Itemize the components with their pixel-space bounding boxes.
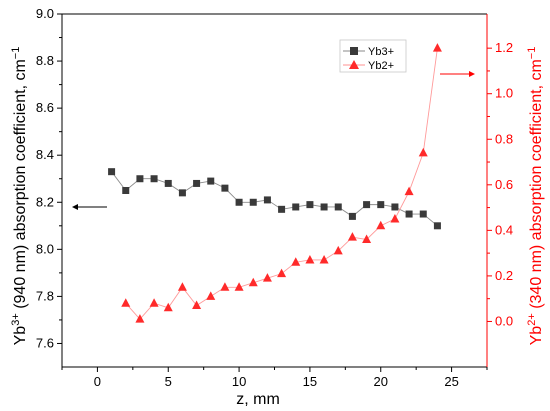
x-axis-title: z, mm [236,391,280,408]
x-tick-label: 25 [444,374,458,389]
series-line [111,171,438,227]
data-point [432,43,442,52]
data-point [291,257,301,266]
legend-marker-yb2 [349,60,359,69]
data-point [419,210,427,218]
series-yb2 [121,43,442,323]
data-point [278,205,286,213]
y-right-axis-title: Yb2+ (340 nm) absorption coefficient, cm… [526,47,545,346]
data-point [334,203,342,211]
data-point [249,198,257,206]
data-point [376,220,386,230]
y-left-title-unit-sup: −1 [10,47,22,60]
y-left-axis-title: Yb3+ (940 nm) absorption coefficient, cm… [10,47,29,346]
data-point [234,282,244,291]
data-point [433,222,441,230]
y-right-tick-label: 1.2 [495,40,513,55]
y-left-tick-label: 8.2 [36,194,54,209]
y-left-title-base: Yb [12,326,29,346]
y-left-tick-label: 7.8 [36,288,54,303]
data-point [263,196,271,204]
data-point [178,189,186,197]
data-point [192,300,202,310]
y-left-tick-label: 7.6 [36,335,54,350]
legend-label-yb3: Yb3+ [368,46,394,58]
y-right-title-base: Yb [528,326,545,346]
data-point [390,213,400,223]
data-point [391,203,399,211]
y-left-title-sup: 3+ [10,313,22,326]
data-point [122,187,130,194]
y-left-tick-label: 8.8 [36,53,54,68]
left-axis-arrowhead [72,203,78,210]
y-right-title-rest: (340 nm) absorption coefficient, cm [528,59,545,313]
data-point [305,254,315,264]
data-point [108,168,116,176]
data-point [363,201,371,209]
data-point [277,268,287,278]
data-point [136,175,144,183]
data-point [135,314,145,323]
x-tick-label: 20 [374,374,388,389]
data-point [163,302,173,312]
y-right-tick-label: 1.0 [495,86,513,101]
data-point [306,201,314,209]
right-axis-arrowhead [469,71,475,77]
data-point [177,282,187,291]
x-tick-label: 5 [165,374,172,389]
y-right-axis: 0.0 0.2 0.4 0.6 0.8 1.0 1.2 [486,14,513,367]
data-point [150,175,158,183]
y-left-tick-label: 8.0 [36,241,54,256]
series-layer [108,43,442,323]
y-right-tick-label: 0.6 [495,177,513,192]
y-left-axis: 7.6 7.8 8.0 8.2 8.4 8.6 8.8 9.0 [36,6,63,367]
y-left-tick-label: 9.0 [36,6,54,21]
x-tick-label: 15 [303,374,317,389]
y-right-tick-label: 0.0 [495,313,513,328]
data-point [220,282,230,291]
data-point [164,179,172,187]
y-left-title-rest: (940 nm) absorption coefficient, cm [12,59,29,313]
data-point [221,184,229,192]
data-point [319,254,329,264]
y-right-tick-label: 0.8 [495,131,513,146]
y-left-tick-label: 8.6 [36,100,54,115]
data-point [333,245,343,255]
data-point [206,291,216,300]
data-point [193,179,201,187]
legend: Yb3+ Yb2+ [339,39,407,73]
data-point [347,232,357,241]
legend-marker-yb3 [350,47,358,55]
data-point [235,198,243,206]
series-line [125,48,438,320]
series-yb3 [108,168,441,230]
axis-arrows [72,71,475,210]
data-point [377,201,385,209]
data-point [292,203,300,211]
data-point [418,147,428,157]
y-right-tick-label: 0.4 [495,222,513,237]
data-point [348,212,356,220]
data-point [149,298,159,307]
y-right-title-unit-sup: −1 [526,47,538,60]
data-point [320,203,328,211]
data-point [405,210,413,218]
y-right-tick-label: 0.2 [495,268,513,283]
y-left-tick-label: 8.4 [36,147,54,162]
x-tick-label: 10 [232,374,246,389]
x-axis: 0 5 10 15 20 25 [61,366,488,389]
data-point [248,277,258,287]
x-tick-label: 0 [94,374,101,389]
data-point [121,298,131,307]
data-point [404,186,414,196]
data-point [207,177,215,185]
y-right-title-sup: 2+ [526,313,538,326]
legend-label-yb2: Yb2+ [368,60,394,72]
data-point [362,234,372,243]
data-point [262,273,272,282]
